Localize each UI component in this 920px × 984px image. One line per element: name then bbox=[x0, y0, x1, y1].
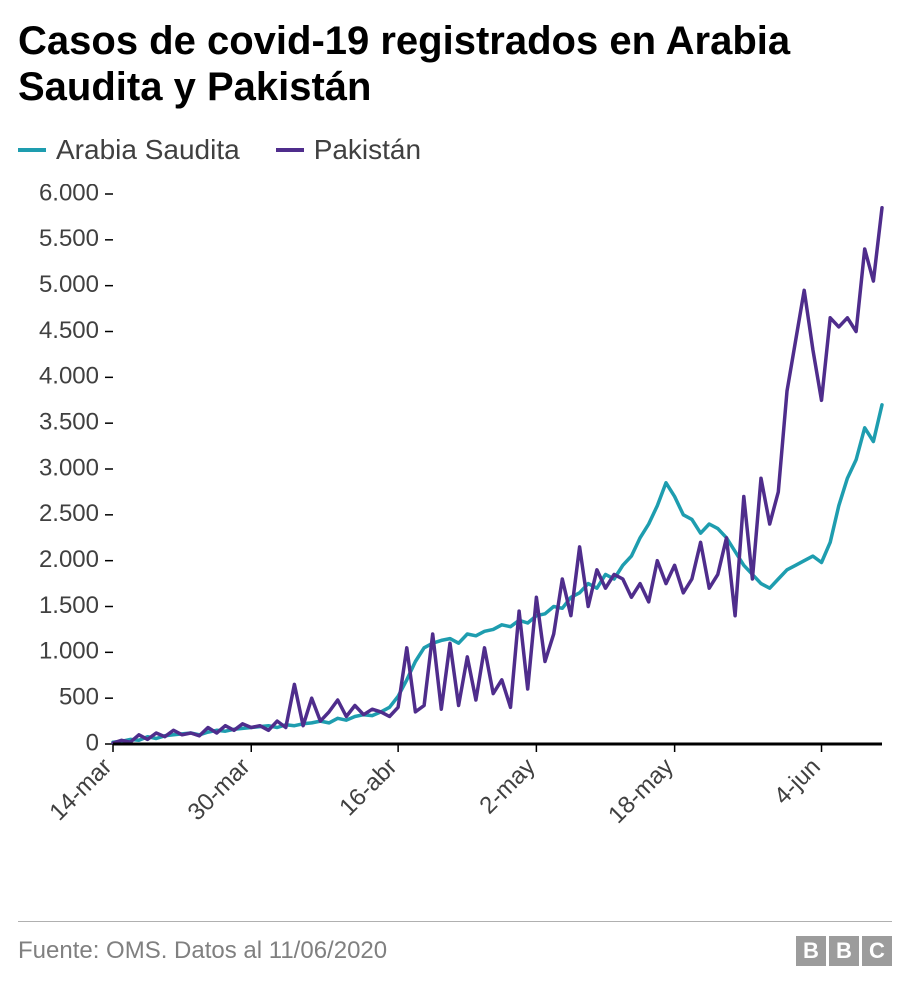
svg-text:2.000: 2.000 bbox=[39, 546, 99, 573]
svg-text:1.000: 1.000 bbox=[39, 638, 99, 665]
svg-text:2.500: 2.500 bbox=[39, 500, 99, 527]
svg-text:2-may: 2-may bbox=[474, 753, 540, 819]
svg-text:500: 500 bbox=[59, 684, 99, 711]
legend-label-pakistan: Pakistán bbox=[314, 134, 421, 166]
bbc-logo-letter: B bbox=[796, 936, 826, 966]
svg-text:4-jun: 4-jun bbox=[769, 753, 826, 810]
svg-text:16-abr: 16-abr bbox=[334, 753, 402, 821]
source-text: Fuente: OMS. Datos al 11/06/2020 bbox=[18, 937, 387, 965]
bbc-logo: B B C bbox=[796, 936, 892, 966]
legend-swatch-pakistan bbox=[276, 148, 304, 152]
legend-item-pakistan: Pakistán bbox=[276, 134, 421, 166]
bbc-logo-letter: B bbox=[829, 936, 859, 966]
chart-title: Casos de covid-19 registrados en Arabia … bbox=[18, 18, 892, 110]
chart-container: Casos de covid-19 registrados en Arabia … bbox=[0, 0, 920, 984]
bbc-logo-letter: C bbox=[862, 936, 892, 966]
svg-text:14-mar: 14-mar bbox=[44, 753, 117, 826]
legend-swatch-arabia bbox=[18, 148, 46, 152]
svg-text:3.500: 3.500 bbox=[39, 409, 99, 436]
legend: Arabia Saudita Pakistán bbox=[18, 134, 892, 166]
svg-text:5.000: 5.000 bbox=[39, 271, 99, 298]
legend-item-arabia: Arabia Saudita bbox=[18, 134, 240, 166]
svg-text:3.000: 3.000 bbox=[39, 454, 99, 481]
svg-text:4.000: 4.000 bbox=[39, 363, 99, 390]
svg-text:6.000: 6.000 bbox=[39, 184, 99, 206]
svg-text:1.500: 1.500 bbox=[39, 592, 99, 619]
svg-text:30-mar: 30-mar bbox=[183, 753, 256, 826]
legend-label-arabia: Arabia Saudita bbox=[56, 134, 240, 166]
svg-text:18-may: 18-may bbox=[603, 753, 679, 829]
footer: Fuente: OMS. Datos al 11/06/2020 B B C bbox=[18, 921, 892, 966]
svg-text:5.500: 5.500 bbox=[39, 225, 99, 252]
chart-area: 0 500 1.000 1.500 2.000 2.500 3.000 3.500 4.000 4… bbox=[18, 184, 892, 911]
line-chart-svg: 0 500 1.000 1.500 2.000 2.500 3.000 3.500 4.000 4… bbox=[18, 184, 892, 884]
svg-text:0: 0 bbox=[86, 729, 99, 756]
svg-text:4.500: 4.500 bbox=[39, 317, 99, 344]
